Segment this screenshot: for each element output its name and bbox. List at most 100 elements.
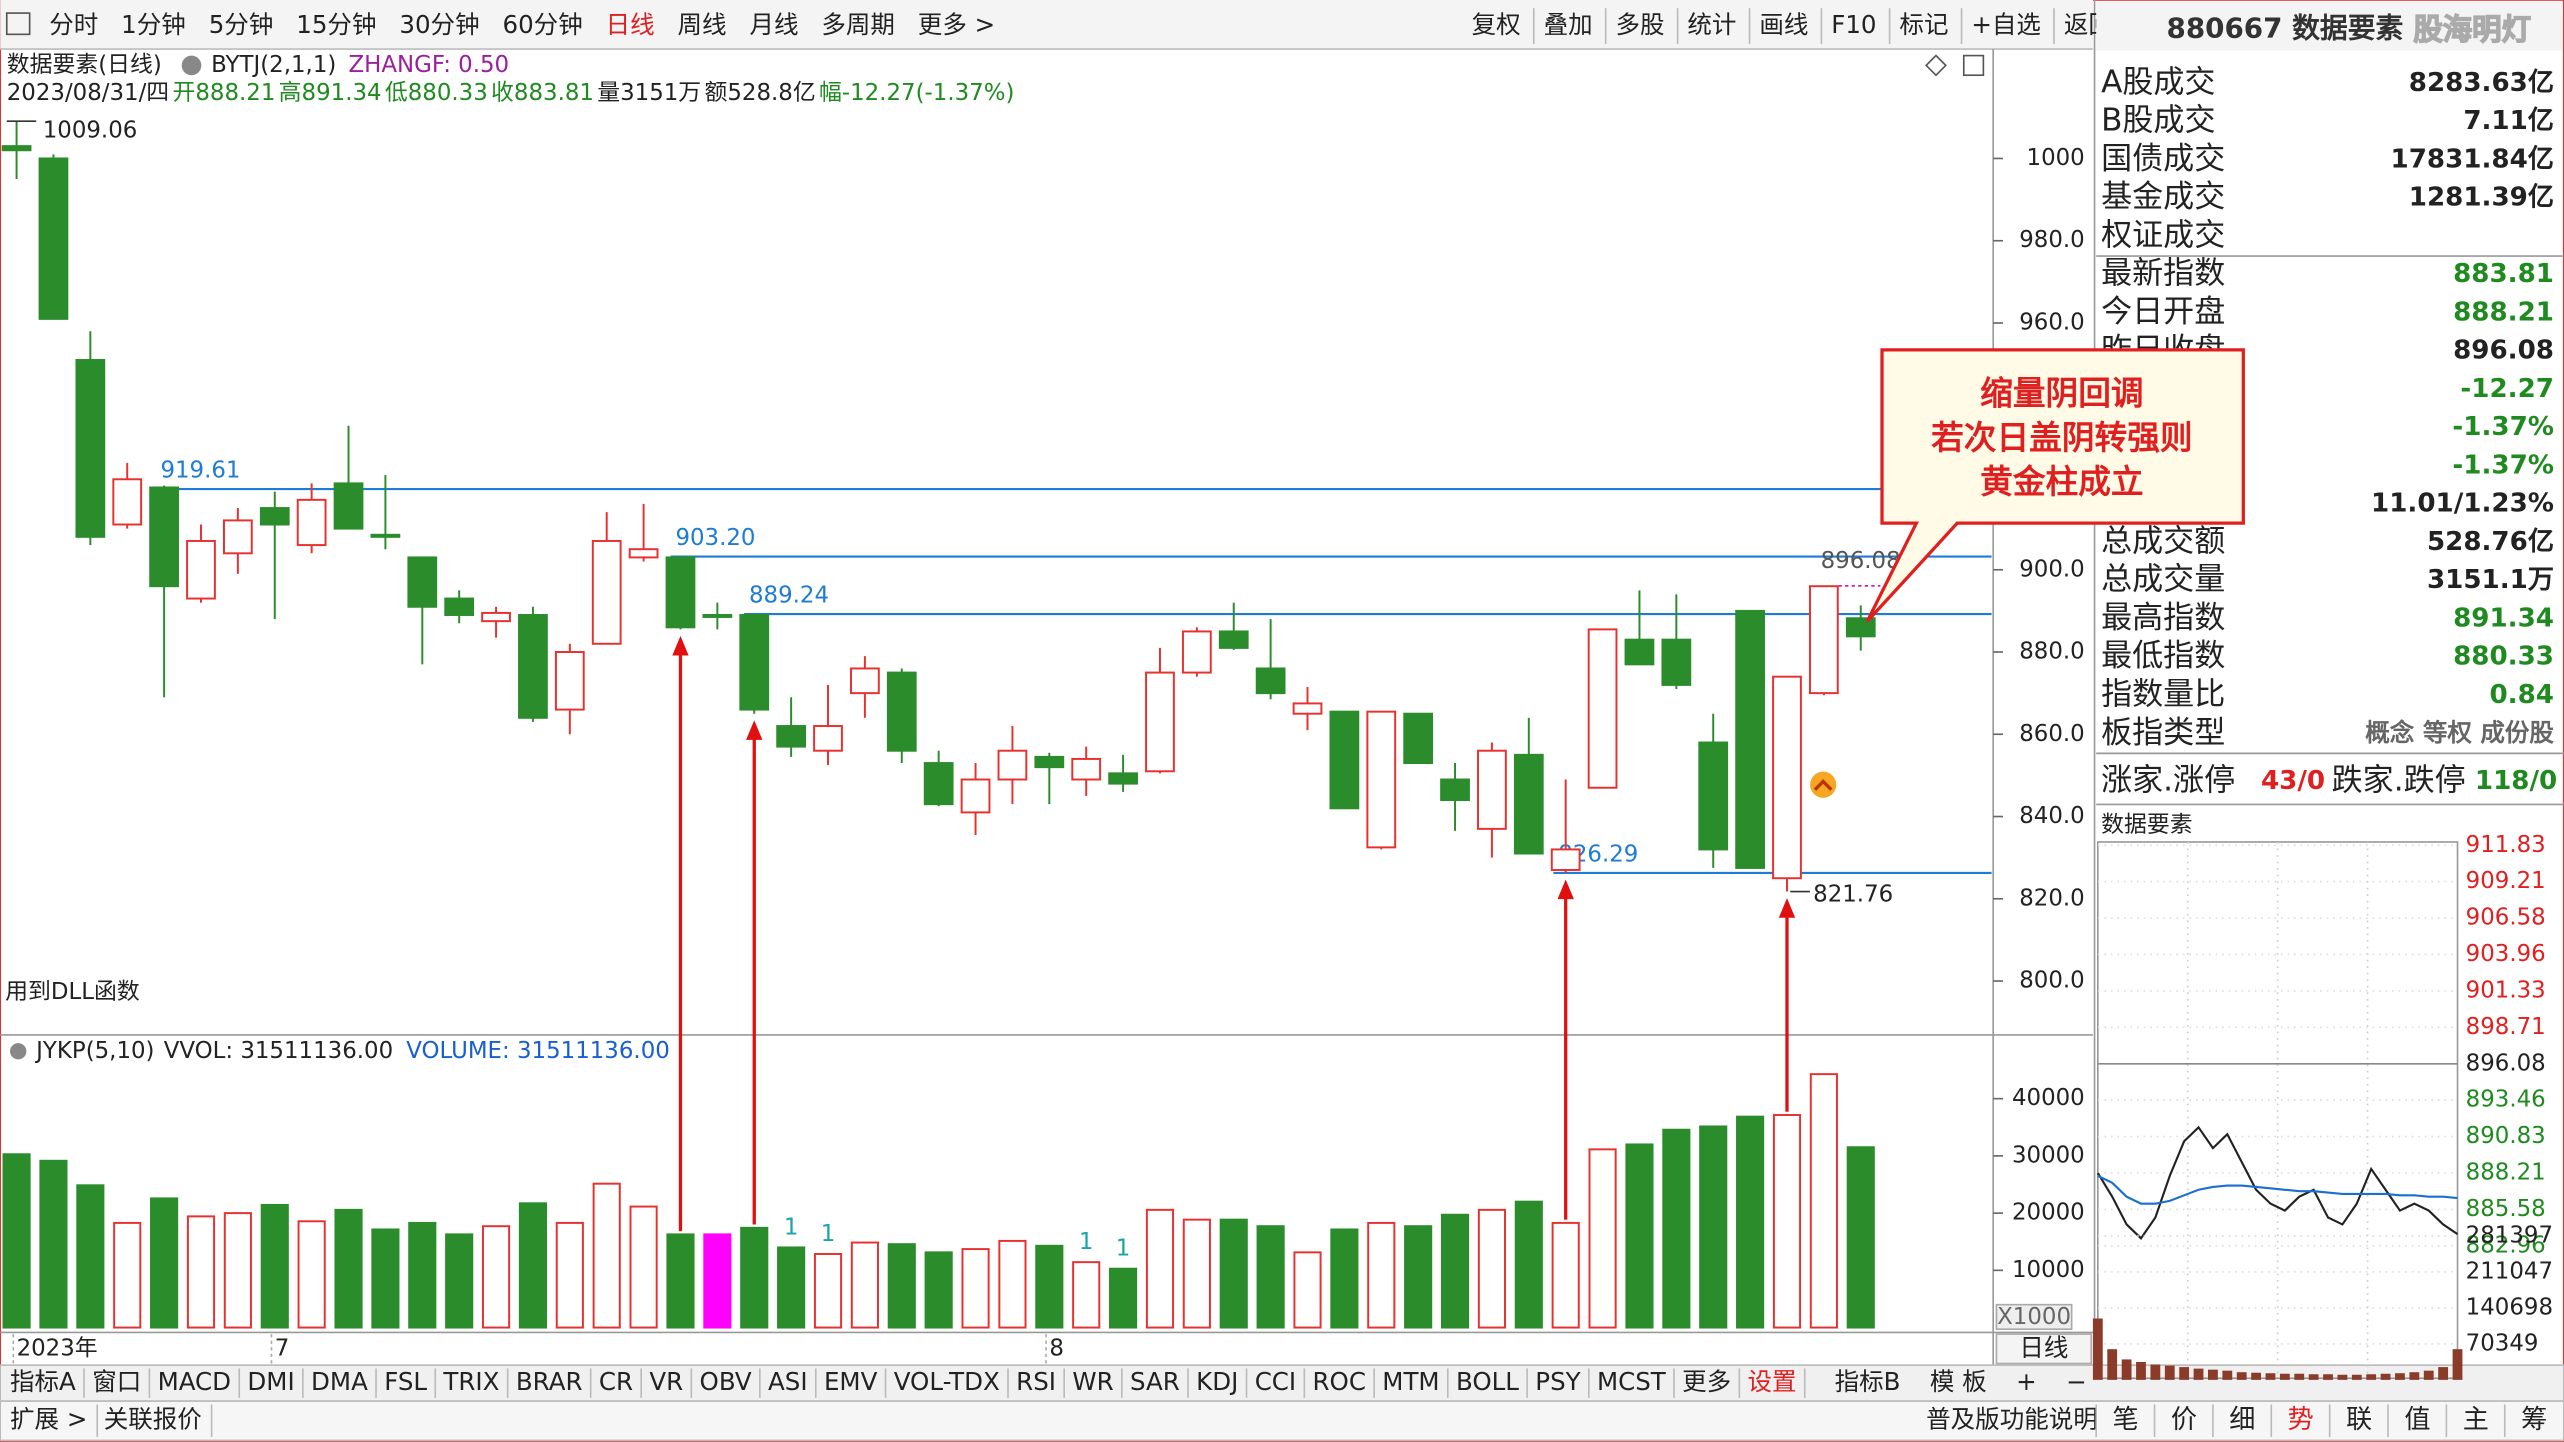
status-button[interactable]: 联 <box>2346 1405 2372 1435</box>
indicator-value: ZHANGF: 0.50 <box>348 52 509 78</box>
period-box <box>1995 1333 2093 1365</box>
candle-body <box>38 157 69 320</box>
note: 用到DLL函数 <box>5 979 140 1005</box>
tool-button[interactable]: 统计 <box>1687 10 1736 39</box>
period-tab[interactable]: 15分钟 <box>296 10 376 39</box>
period-tab[interactable]: 日线 <box>606 10 655 39</box>
icon[interactable] <box>1925 54 1947 77</box>
candle-body <box>1477 749 1507 830</box>
status-button[interactable]: 主 <box>2463 1405 2489 1435</box>
indicator-tab[interactable]: FSL <box>384 1367 427 1396</box>
volume-bar <box>1809 1073 1838 1329</box>
candle-body <box>554 651 585 711</box>
status-bar <box>0 1400 2564 1442</box>
status-button[interactable]: 势 <box>2288 1405 2314 1435</box>
indicator-tab[interactable]: 模 板 <box>1930 1367 1987 1396</box>
volume-bar <box>186 1215 216 1329</box>
tool-button[interactable]: +自选 <box>1971 10 2041 39</box>
candle-body <box>186 539 216 600</box>
y-tick-label: 820.0 <box>2019 885 2085 911</box>
indicator-tab[interactable]: − <box>2066 1367 2087 1396</box>
period-tab[interactable]: 30分钟 <box>399 10 479 39</box>
status-item[interactable]: 关联报价 <box>104 1405 202 1434</box>
indicator-tab[interactable]: MTM <box>1382 1367 1439 1396</box>
breadth-label: 涨家.涨停 <box>2101 762 2235 798</box>
indicator-tab[interactable]: DMA <box>311 1367 368 1396</box>
status-button[interactable]: 细 <box>2229 1405 2255 1435</box>
volume-readout: VVOL: 31511136.00 <box>164 1038 393 1064</box>
status-button[interactable]: 价 <box>2171 1405 2197 1435</box>
status-button[interactable]: 笔 <box>2113 1405 2139 1435</box>
indicator-tab[interactable]: RSI <box>1016 1367 1056 1396</box>
icon[interactable] <box>181 55 202 76</box>
indicator-tab[interactable]: VOL-TDX <box>894 1367 1000 1396</box>
tool-button[interactable]: 多股 <box>1615 10 1664 39</box>
volume-bar <box>1035 1244 1064 1329</box>
candle-body <box>75 359 106 538</box>
row-value: -1.37% <box>2452 412 2554 442</box>
mini-volume-bar <box>2323 1374 2333 1380</box>
indicator-tab[interactable]: ASI <box>768 1367 808 1396</box>
indicator-tab[interactable]: 窗口 <box>92 1367 141 1396</box>
tool-button[interactable]: 叠加 <box>1544 10 1593 39</box>
row-label: 总成交额 <box>2101 523 2225 559</box>
y-tick-label: 40000 <box>2012 1085 2085 1111</box>
icon[interactable] <box>1962 54 1985 77</box>
indicator-tab[interactable]: MACD <box>158 1367 232 1396</box>
indicator-tab[interactable]: OBV <box>700 1367 752 1396</box>
indicator-tab[interactable]: ROC <box>1313 1367 1366 1396</box>
period-tab[interactable]: 5分钟 <box>209 10 274 39</box>
candle-body <box>259 507 290 526</box>
period-tab[interactable]: 1分钟 <box>121 10 186 39</box>
indicator-tab[interactable]: CR <box>599 1367 633 1396</box>
indicator-tab[interactable]: EMV <box>824 1367 878 1396</box>
indicator-tab[interactable]: 更多 <box>1682 1367 1731 1396</box>
status-help[interactable]: 普及版功能说明 <box>1926 1405 2098 1434</box>
volume-bar <box>1367 1221 1396 1329</box>
indicator-tab[interactable]: 指标A <box>10 1367 76 1396</box>
status-button[interactable]: 筹 <box>2521 1405 2547 1435</box>
indicator-tab[interactable]: 设置 <box>1748 1367 1797 1396</box>
row-value: 891.34 <box>2453 603 2554 633</box>
row-value: 880.33 <box>2453 642 2554 672</box>
volume-bar <box>1551 1221 1580 1329</box>
indicator-tab[interactable]: TRIX <box>442 1367 499 1396</box>
volume-bar <box>1440 1213 1470 1329</box>
volume-bar <box>1772 1114 1802 1329</box>
menu-icon[interactable] <box>5 12 31 36</box>
volume-bar <box>1514 1200 1543 1329</box>
indicator-tab[interactable]: 指标B <box>1835 1367 1901 1396</box>
indicator-tab[interactable]: BOLL <box>1456 1367 1519 1396</box>
period-tab[interactable]: 周线 <box>678 10 727 39</box>
indicator-tab[interactable]: WR <box>1072 1367 1113 1396</box>
tool-button[interactable]: 画线 <box>1759 10 1808 39</box>
indicator-tab[interactable]: DMI <box>247 1367 294 1396</box>
row-value: 概念 等权 成份股 <box>2365 718 2554 747</box>
candle-body <box>1292 702 1323 715</box>
period-tab[interactable]: 月线 <box>749 10 798 39</box>
indicator-tab[interactable]: BRAR <box>516 1367 583 1396</box>
tool-button[interactable]: 复权 <box>1472 10 1521 39</box>
indicator-tab[interactable]: CCI <box>1255 1367 1296 1396</box>
tool-button[interactable]: F10 <box>1831 10 1876 39</box>
period-tab[interactable]: 60分钟 <box>502 10 582 39</box>
period-tab[interactable]: 分时 <box>49 10 98 39</box>
row-label: 权证成交 <box>2101 217 2225 253</box>
candle-body <box>1366 710 1397 849</box>
indicator-tab[interactable]: MCST <box>1597 1367 1667 1396</box>
status-button[interactable]: 值 <box>2404 1405 2430 1435</box>
indicator-tab[interactable]: + <box>2016 1367 2037 1396</box>
volume-bar <box>998 1239 1027 1329</box>
candle-body <box>850 667 880 695</box>
period-tab[interactable]: 更多 > <box>918 10 995 39</box>
indicator-tab[interactable]: VR <box>649 1367 683 1396</box>
status-item[interactable]: 扩展 > <box>10 1405 87 1434</box>
indicator-tab[interactable]: KDJ <box>1196 1367 1238 1396</box>
candle-body <box>1587 628 1618 789</box>
volume-bar <box>1588 1148 1617 1329</box>
indicator-tab[interactable]: SAR <box>1130 1367 1180 1396</box>
tool-button[interactable]: 标记 <box>1899 10 1948 39</box>
period-tab[interactable]: 多周期 <box>821 10 895 39</box>
indicator-tab[interactable]: PSY <box>1535 1367 1581 1396</box>
